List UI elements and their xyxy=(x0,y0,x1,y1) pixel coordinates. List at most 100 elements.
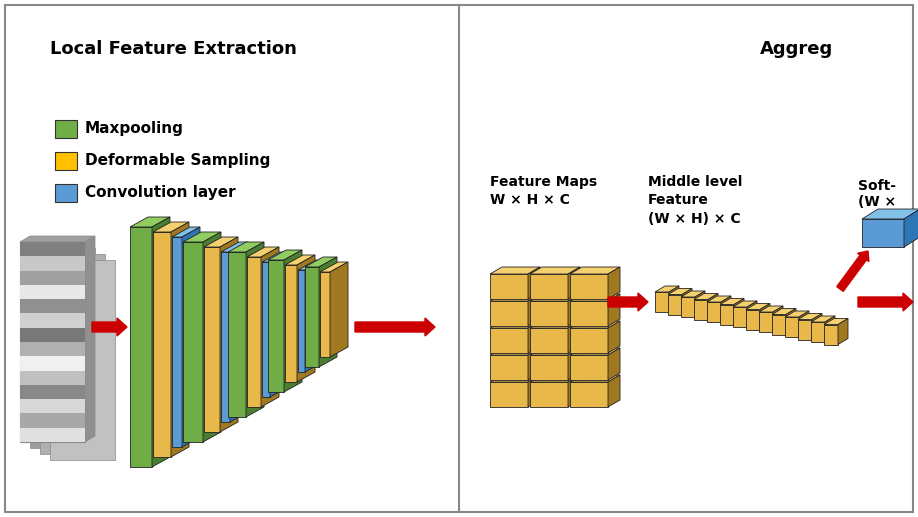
Polygon shape xyxy=(262,262,270,397)
Polygon shape xyxy=(230,242,248,422)
Text: Deformable Sampling: Deformable Sampling xyxy=(85,154,271,169)
Polygon shape xyxy=(786,309,796,334)
Polygon shape xyxy=(298,260,323,270)
Polygon shape xyxy=(530,355,568,380)
Polygon shape xyxy=(746,303,770,310)
Text: Local Feature Extraction: Local Feature Extraction xyxy=(50,40,297,58)
Polygon shape xyxy=(570,382,608,407)
Polygon shape xyxy=(530,267,580,274)
Polygon shape xyxy=(305,267,319,367)
Polygon shape xyxy=(40,254,105,454)
Bar xyxy=(20,428,85,442)
Polygon shape xyxy=(570,294,620,301)
Polygon shape xyxy=(183,232,221,242)
Text: Aggreg: Aggreg xyxy=(760,40,834,58)
Polygon shape xyxy=(707,302,721,322)
Polygon shape xyxy=(720,305,734,325)
Polygon shape xyxy=(707,296,731,302)
Polygon shape xyxy=(183,242,203,442)
Polygon shape xyxy=(268,260,284,392)
Polygon shape xyxy=(20,236,95,242)
Polygon shape xyxy=(570,274,608,299)
Polygon shape xyxy=(247,257,261,407)
Polygon shape xyxy=(759,312,773,332)
Polygon shape xyxy=(490,355,528,380)
Polygon shape xyxy=(812,313,822,340)
Polygon shape xyxy=(490,301,528,326)
Polygon shape xyxy=(85,236,95,442)
Bar xyxy=(55,152,77,170)
Polygon shape xyxy=(668,288,692,295)
Polygon shape xyxy=(490,274,528,299)
Polygon shape xyxy=(490,321,540,328)
Polygon shape xyxy=(760,303,770,329)
Polygon shape xyxy=(568,267,580,299)
Polygon shape xyxy=(568,321,580,353)
Bar xyxy=(20,399,85,414)
FancyArrow shape xyxy=(858,293,913,311)
Text: Middle level
Feature
(W × H) × C: Middle level Feature (W × H) × C xyxy=(648,175,743,226)
Polygon shape xyxy=(247,247,279,257)
Polygon shape xyxy=(570,321,620,328)
Polygon shape xyxy=(228,252,246,417)
Polygon shape xyxy=(153,232,171,457)
Polygon shape xyxy=(798,320,812,340)
Polygon shape xyxy=(694,294,718,299)
Polygon shape xyxy=(904,209,918,247)
Bar xyxy=(20,328,85,342)
Polygon shape xyxy=(733,301,757,307)
Polygon shape xyxy=(220,237,238,432)
Polygon shape xyxy=(682,288,692,314)
Polygon shape xyxy=(721,296,731,322)
Polygon shape xyxy=(153,222,189,232)
Polygon shape xyxy=(759,306,783,312)
Polygon shape xyxy=(171,222,189,457)
Text: Convolution layer: Convolution layer xyxy=(85,186,236,201)
Polygon shape xyxy=(824,318,848,325)
Bar xyxy=(20,299,85,313)
Polygon shape xyxy=(320,272,330,357)
Bar xyxy=(20,414,85,428)
Polygon shape xyxy=(305,260,323,372)
Polygon shape xyxy=(530,375,580,382)
Polygon shape xyxy=(228,242,264,252)
Bar xyxy=(20,342,85,356)
Polygon shape xyxy=(528,267,540,299)
Polygon shape xyxy=(746,310,760,329)
Polygon shape xyxy=(246,242,264,417)
Polygon shape xyxy=(298,270,305,372)
Polygon shape xyxy=(221,242,248,252)
Text: Soft-
(W ×: Soft- (W × xyxy=(858,179,896,209)
Polygon shape xyxy=(570,375,620,382)
Polygon shape xyxy=(668,295,682,314)
Polygon shape xyxy=(530,301,568,326)
Polygon shape xyxy=(262,252,288,262)
Polygon shape xyxy=(152,217,170,467)
Polygon shape xyxy=(285,255,315,265)
Polygon shape xyxy=(50,260,115,460)
Polygon shape xyxy=(862,209,918,219)
Polygon shape xyxy=(708,294,718,320)
Bar xyxy=(55,120,77,138)
Polygon shape xyxy=(319,257,337,367)
Bar xyxy=(20,285,85,299)
Polygon shape xyxy=(772,314,786,334)
Polygon shape xyxy=(734,298,744,325)
Polygon shape xyxy=(862,219,904,247)
Polygon shape xyxy=(570,355,608,380)
Polygon shape xyxy=(568,294,580,326)
Polygon shape xyxy=(811,322,825,342)
Polygon shape xyxy=(172,237,182,447)
FancyArrow shape xyxy=(92,318,127,336)
Polygon shape xyxy=(720,298,744,305)
Bar xyxy=(20,270,85,285)
Polygon shape xyxy=(490,294,540,301)
Polygon shape xyxy=(490,328,528,353)
Polygon shape xyxy=(130,217,170,227)
Polygon shape xyxy=(320,262,348,272)
Polygon shape xyxy=(824,325,838,344)
Polygon shape xyxy=(530,294,580,301)
FancyArrow shape xyxy=(355,318,435,336)
Bar xyxy=(20,242,85,442)
Polygon shape xyxy=(203,232,221,442)
